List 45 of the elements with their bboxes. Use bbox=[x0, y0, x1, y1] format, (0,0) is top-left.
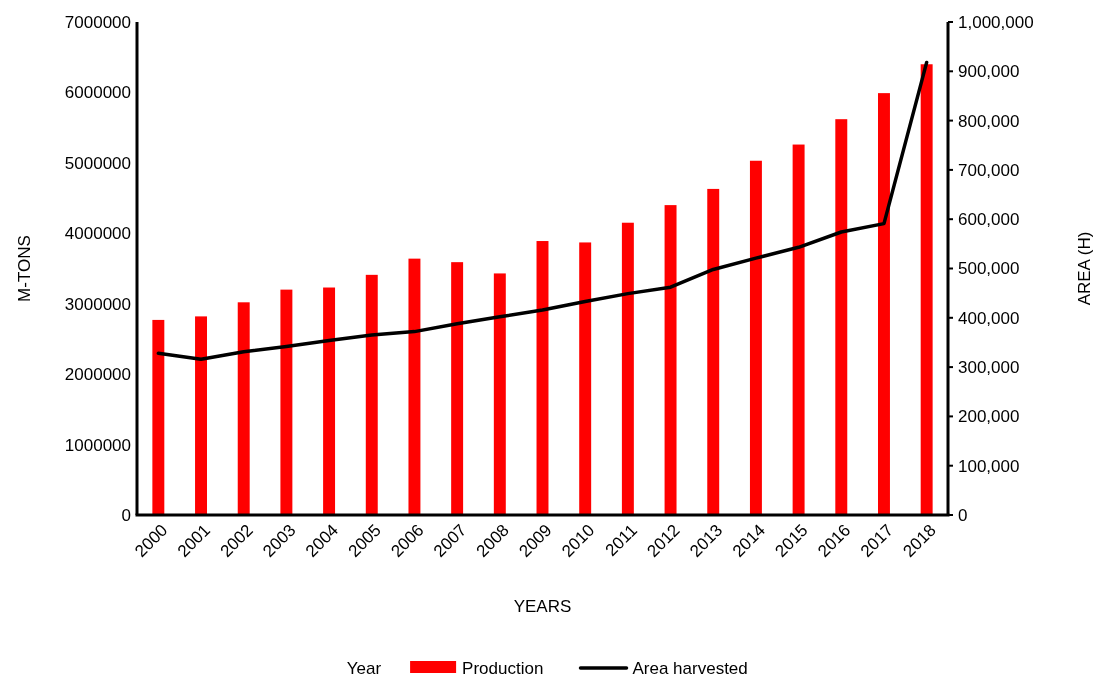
bar bbox=[195, 316, 207, 515]
bar bbox=[152, 319, 165, 515]
y-tick-label: 3000000 bbox=[64, 294, 131, 314]
y2-tick-label: 600,000 bbox=[958, 210, 1020, 230]
y2-tick-label: 900,000 bbox=[958, 62, 1020, 82]
y2-tick-label: 1,000,000 bbox=[958, 12, 1034, 32]
y-tick-label: 5000000 bbox=[64, 153, 131, 173]
bar bbox=[792, 144, 805, 515]
bar bbox=[451, 262, 464, 515]
y2-tick-label: 500,000 bbox=[958, 259, 1020, 279]
y2-tick-label: 400,000 bbox=[958, 308, 1020, 328]
x-axis-title: YEARS bbox=[513, 597, 572, 616]
bar bbox=[920, 64, 933, 515]
legend-label: Area harvested bbox=[632, 659, 748, 678]
legend-title: Year bbox=[346, 659, 382, 678]
bar bbox=[365, 274, 378, 515]
bar bbox=[536, 241, 549, 515]
y2-tick-label: 300,000 bbox=[958, 358, 1020, 378]
bar bbox=[707, 188, 720, 515]
y2-tick-label: 800,000 bbox=[958, 111, 1020, 131]
bar bbox=[579, 242, 592, 515]
y-tick-label: 7000000 bbox=[64, 12, 131, 32]
y2-axis-title: AREA (H) bbox=[1075, 231, 1094, 306]
bar bbox=[878, 93, 890, 515]
bar bbox=[237, 302, 250, 515]
y-axis-title: M-TONS bbox=[15, 235, 34, 302]
y-tick-label: 6000000 bbox=[64, 83, 131, 103]
y2-tick-label: 100,000 bbox=[958, 456, 1020, 476]
bar bbox=[493, 273, 506, 515]
bar bbox=[280, 289, 293, 515]
bar bbox=[621, 222, 634, 515]
y-tick-label: 0 bbox=[121, 505, 131, 525]
bar bbox=[323, 287, 336, 515]
y-tick-label: 1000000 bbox=[64, 435, 131, 455]
y2-tick-label: 200,000 bbox=[958, 407, 1020, 427]
y-tick-label: 2000000 bbox=[64, 365, 131, 385]
line-series bbox=[156, 60, 929, 361]
bar bbox=[664, 205, 677, 515]
bar bbox=[835, 119, 848, 515]
legend-label: Production bbox=[462, 659, 544, 678]
y2-tick-label: 0 bbox=[958, 505, 968, 525]
y2-tick-label: 700,000 bbox=[958, 160, 1020, 180]
bar bbox=[749, 160, 762, 515]
bar bbox=[408, 258, 421, 515]
y-tick-label: 4000000 bbox=[64, 224, 131, 244]
